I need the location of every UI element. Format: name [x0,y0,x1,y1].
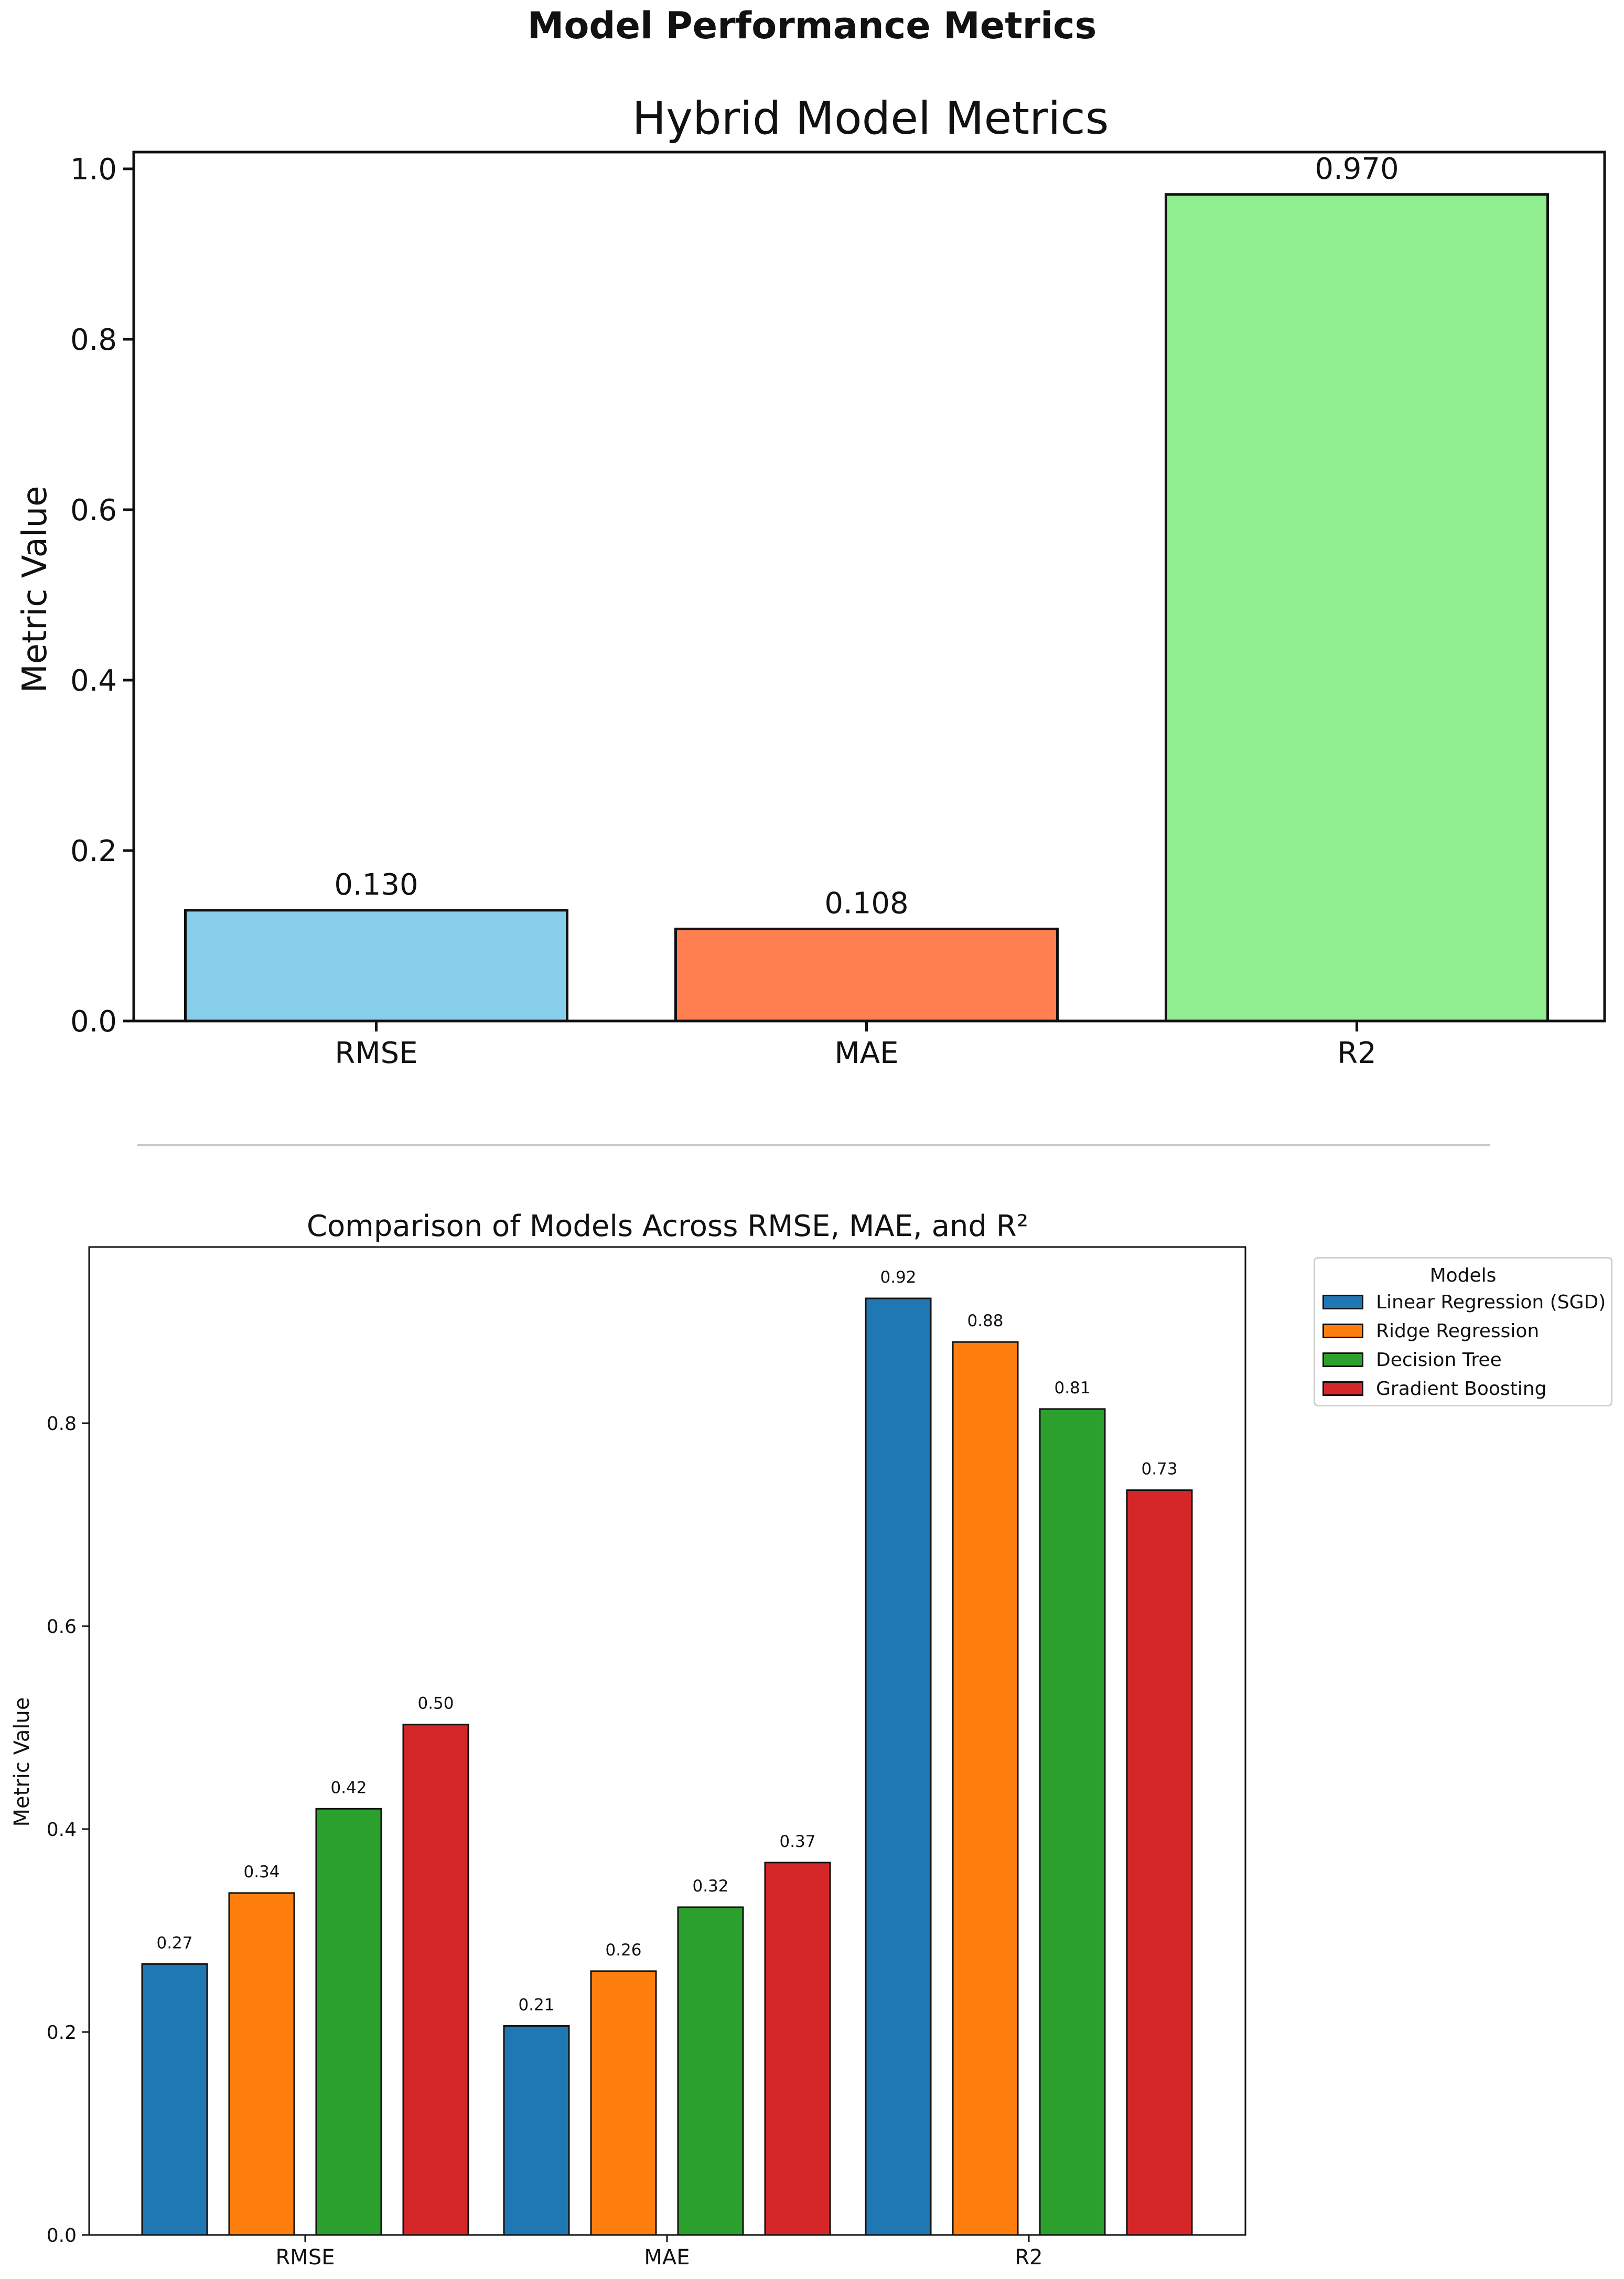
chart2-value-label: 0.42 [330,1778,367,1797]
chart2-title: Comparison of Models Across RMSE, MAE, a… [307,1209,1028,1243]
chart2-bar [677,1906,744,2236]
legend-item-linear-regression: Linear Regression (SGD) [1322,1290,1606,1314]
legend-swatch-linear-regression [1322,1295,1363,1309]
chart1-ytick-label: 0.8 [70,323,117,357]
chart1-title: Hybrid Model Metrics [632,92,1109,145]
chart2-value-label: 0.21 [518,1995,554,2014]
chart2-bar [590,1970,657,2236]
chart2-bar [402,1724,469,2236]
chart2-ytick-label: 0.8 [47,1413,77,1435]
chart2-bar [315,1808,382,2236]
chart2-xtick-label: RMSE [276,2245,335,2270]
chart2-ytick-label: 0.6 [47,1616,77,1638]
chart2-plot-frame [88,1246,1246,2236]
legend-item-ridge-regression: Ridge Regression [1322,1319,1539,1343]
chart1-bar-mae [674,928,1059,1023]
chart2-ytick-label: 0.4 [47,1819,77,1841]
chart1-xtick-label: RMSE [335,1036,417,1070]
chart2-value-label: 0.88 [967,1312,1003,1330]
chart2-bar [503,2025,570,2236]
chart2-ytick-label: 0.0 [47,2225,77,2246]
chart2-ylabel: Metric Value [10,1697,34,1827]
chart1-ytick-label: 0.0 [70,1005,117,1039]
legend-label: Gradient Boosting [1376,1378,1547,1400]
chart2-bar [228,1892,295,2236]
chart2-xtick-label: MAE [644,2245,690,2270]
chart2-ytick-label: 0.2 [47,2022,77,2044]
page-title: Model Performance Metrics [527,4,1097,47]
chart1-ytick-label: 0.6 [70,493,117,528]
chart1-value-label: 0.130 [334,868,418,902]
chart2-value-label: 0.26 [605,1941,641,1960]
chart2-bar [1039,1408,1106,2236]
chart1-ylabel: Metric Value [16,486,55,693]
chart2-bar [952,1341,1019,2236]
chart1-bar-r2 [1165,193,1549,1023]
chart1-value-label: 0.108 [824,887,908,921]
chart2-bar [141,1963,208,2236]
chart2-bar [764,1862,831,2236]
legend-label: Decision Tree [1376,1349,1502,1371]
chart2-value-label: 0.92 [880,1268,916,1287]
section-divider [137,1144,1490,1146]
chart1-bar-rmse [184,909,568,1023]
chart2-value-label: 0.50 [417,1694,454,1713]
chart1-ytick-label: 0.2 [70,834,117,868]
legend-label: Ridge Regression [1376,1320,1540,1342]
chart1-ytick-label: 1.0 [70,153,117,187]
chart1-value-label: 0.970 [1315,152,1399,186]
chart1-xtick-label: MAE [834,1036,898,1070]
chart2-value-label: 0.34 [243,1863,279,1882]
chart2-xtick-label: R2 [1015,2245,1042,2270]
legend-swatch-gradient-boosting [1322,1381,1363,1396]
legend-item-gradient-boosting: Gradient Boosting [1322,1377,1546,1401]
chart1-plot-frame [132,150,1606,1023]
legend: Models Linear Regression (SGD) Ridge Reg… [1314,1257,1612,1406]
chart2-value-label: 0.73 [1141,1460,1177,1479]
chart1-ytick-label: 0.4 [70,664,117,698]
legend-label: Linear Regression (SGD) [1376,1291,1606,1313]
legend-title: Models [1429,1265,1497,1286]
chart2-value-label: 0.32 [692,1877,728,1896]
chart2-bar [865,1297,932,2236]
chart2-bar [1126,1489,1193,2236]
chart1-xtick-label: R2 [1337,1036,1376,1070]
chart2-value-label: 0.37 [779,1832,815,1851]
chart2-value-label: 0.27 [156,1933,192,1952]
legend-item-decision-tree: Decision Tree [1322,1348,1502,1372]
legend-swatch-ridge-regression [1322,1324,1363,1338]
legend-swatch-decision-tree [1322,1352,1363,1367]
hybrid-metrics-chart: Hybrid Model Metrics Metric Value 0.0 0.2… [16,92,1606,1070]
chart2-value-label: 0.81 [1054,1379,1090,1398]
